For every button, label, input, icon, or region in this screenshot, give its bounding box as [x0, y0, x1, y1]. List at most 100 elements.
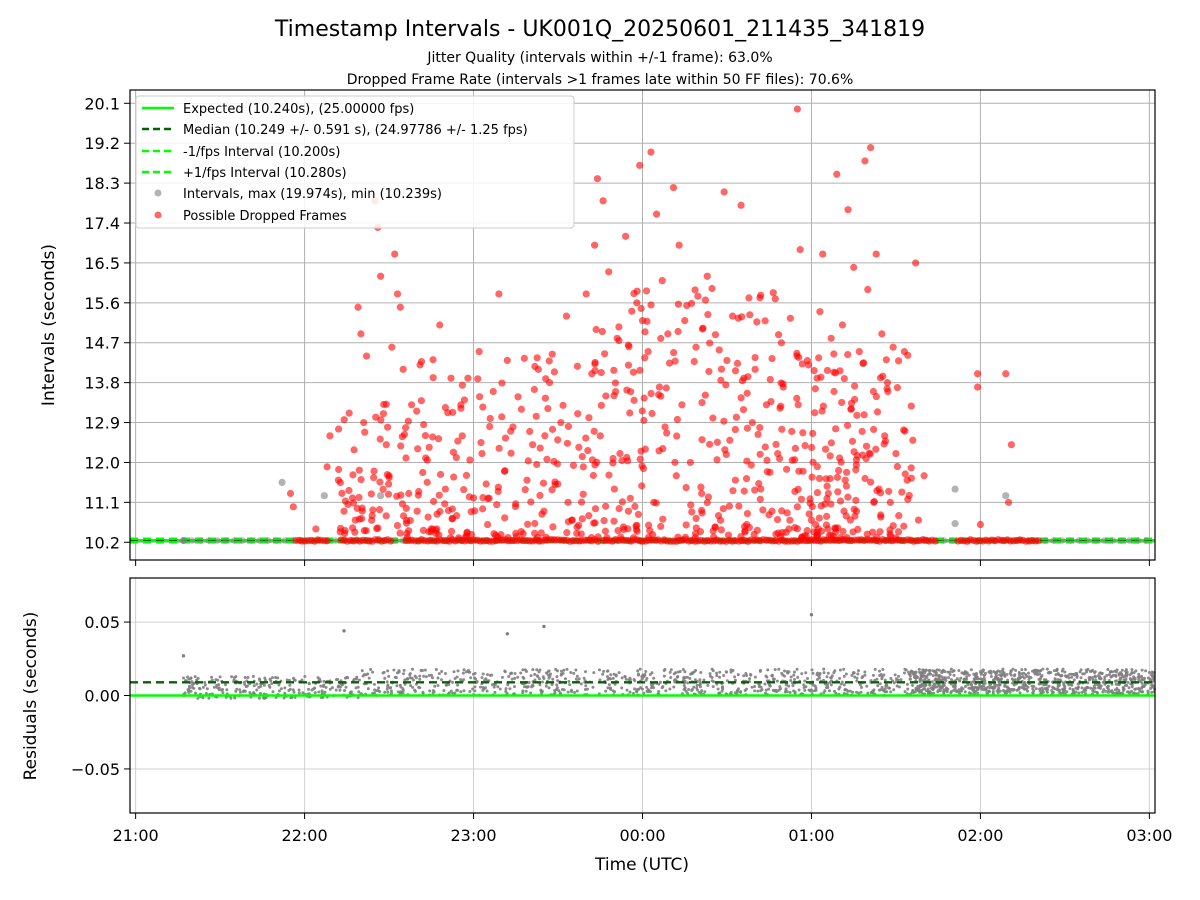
residual-point	[1129, 678, 1133, 682]
dropped-frame-point	[769, 289, 777, 297]
dropped-frame-point	[869, 425, 878, 434]
dropped-frame-point	[844, 493, 852, 501]
residual-point	[878, 682, 882, 686]
dropped-frame-point	[647, 148, 655, 156]
residual-point	[1012, 683, 1016, 687]
residual-point	[524, 689, 528, 693]
interval-point	[1084, 537, 1091, 544]
dropped-frame-point	[823, 512, 831, 520]
intervals-y-tick-label: 11.1	[84, 493, 120, 512]
dropped-frame-point	[644, 348, 652, 356]
dropped-frame-point	[808, 443, 816, 452]
residual-point	[290, 695, 294, 699]
residual-point	[681, 667, 685, 671]
dropped-frame-point	[662, 384, 670, 392]
residual-point	[628, 678, 632, 682]
dropped-frame-point	[655, 447, 663, 455]
dropped-frame-point	[384, 490, 393, 498]
residual-point	[711, 669, 715, 673]
dropped-frame-point	[807, 516, 816, 524]
dropped-frame-point	[503, 356, 511, 365]
residual-point	[336, 685, 340, 689]
dropped-frame-point	[417, 358, 426, 366]
residual-point	[778, 685, 782, 689]
dropped-frame-point	[794, 401, 802, 409]
residual-point	[579, 682, 583, 686]
residual-point	[764, 688, 768, 692]
residual-point	[764, 691, 768, 695]
residual-point	[926, 689, 930, 693]
residual-point	[1086, 667, 1090, 671]
residual-point	[609, 677, 613, 681]
residual-point	[1149, 678, 1153, 682]
dropped-frame-point	[448, 505, 456, 513]
dropped-frame-point	[731, 367, 740, 375]
dropped-frame-point	[638, 407, 646, 415]
dropped-frame-point	[883, 379, 892, 387]
residual-point	[987, 689, 991, 693]
dropped-frame-point	[671, 458, 679, 466]
dropped-frame-point	[766, 375, 774, 384]
dropped-frame-point	[351, 528, 359, 536]
dropped-frame-point	[652, 210, 661, 218]
residual-point	[317, 690, 321, 694]
residual-point	[369, 667, 373, 671]
residual-point	[785, 690, 789, 694]
dropped-frame-point	[726, 436, 734, 444]
residual-point	[485, 673, 489, 677]
dropped-frame-point	[336, 478, 344, 487]
dropped-frame-point	[643, 317, 651, 325]
residual-point	[418, 677, 422, 681]
residual-point	[271, 690, 275, 694]
residual-point	[277, 689, 281, 693]
dropped-frame-point	[833, 170, 841, 178]
residual-point	[402, 668, 406, 672]
residual-point	[957, 690, 961, 694]
residual-point	[684, 689, 688, 693]
residual-point	[631, 691, 635, 695]
residual-point	[1074, 672, 1078, 676]
residual-point	[620, 686, 624, 690]
dropped-frame-point	[618, 456, 626, 465]
residual-point	[699, 671, 703, 675]
residual-point	[1057, 673, 1061, 677]
residual-point	[1134, 669, 1138, 673]
dropped-frame-point	[1004, 498, 1013, 506]
residual-point	[863, 673, 867, 677]
residual-point	[1146, 676, 1150, 680]
residual-point	[539, 688, 543, 692]
residual-point	[863, 670, 867, 674]
dropped-frame-point	[698, 436, 706, 444]
dropped-frame-point	[585, 414, 593, 422]
residual-point	[928, 683, 932, 687]
residual-point	[1137, 686, 1141, 690]
dropped-frame-point	[793, 394, 801, 402]
residual-point	[718, 675, 722, 679]
dropped-frame-point	[657, 334, 665, 343]
residual-point	[1051, 685, 1055, 689]
residual-point	[269, 679, 273, 683]
dropped-frame-point	[596, 432, 604, 440]
residual-point	[1055, 687, 1059, 691]
interval-point	[222, 537, 230, 544]
residual-point	[614, 673, 618, 677]
residual-point	[822, 667, 826, 671]
dropped-frame-point	[658, 277, 666, 285]
residual-point	[251, 674, 255, 678]
residual-point	[232, 678, 236, 682]
dropped-frame-point	[549, 523, 557, 531]
interval-point	[273, 537, 280, 544]
residual-point	[657, 690, 661, 694]
dropped-frame-point	[674, 533, 682, 541]
residual-point	[555, 675, 559, 679]
residual-point	[913, 690, 917, 694]
residual-point	[293, 678, 297, 682]
residual-point	[880, 675, 884, 679]
dropped-frame-point	[876, 374, 885, 382]
residual-point	[1088, 677, 1092, 681]
intervals-y-tick-label: 12.0	[84, 453, 120, 472]
residual-point	[1084, 678, 1088, 682]
residual-point	[297, 691, 301, 695]
interval-point	[239, 537, 247, 544]
dropped-frame-point	[816, 308, 824, 316]
